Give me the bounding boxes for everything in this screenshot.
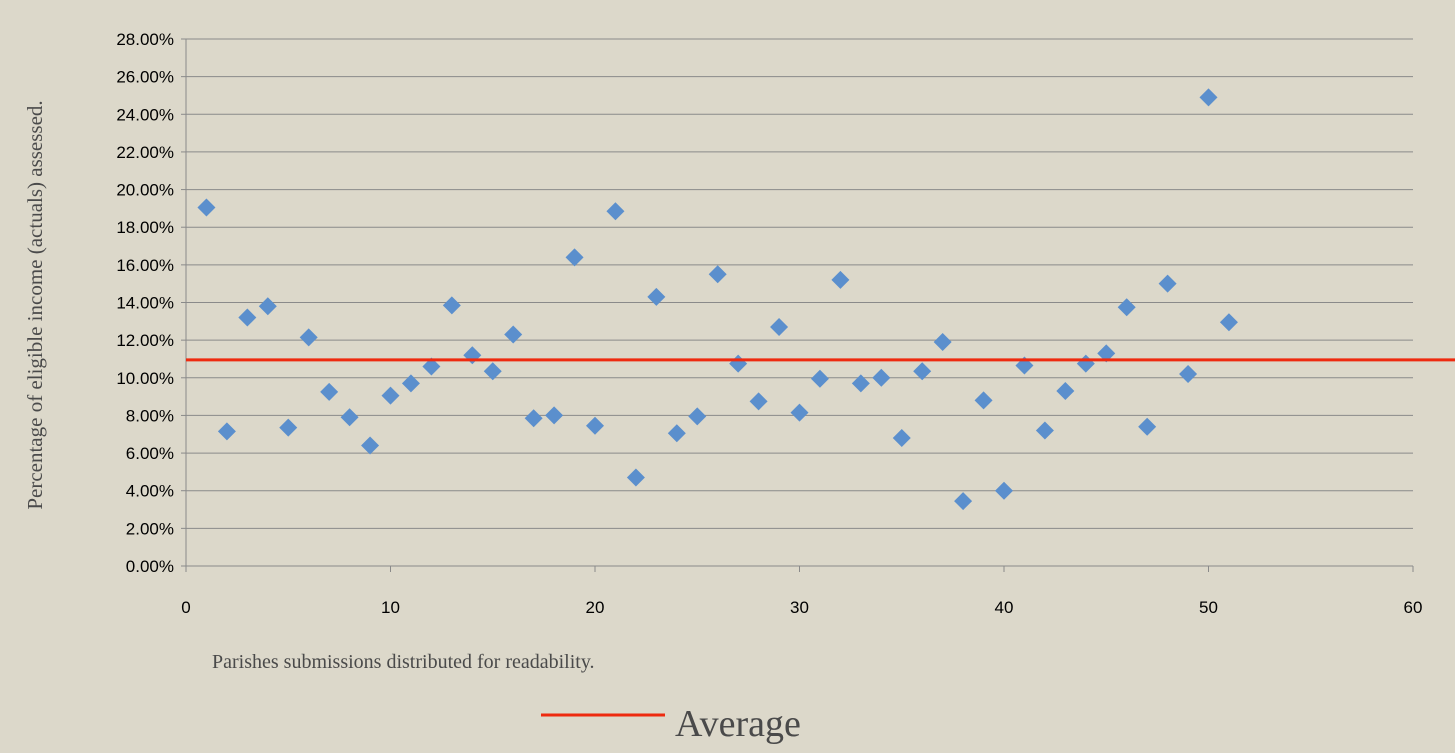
- data-point: [586, 416, 604, 435]
- data-point: [749, 392, 768, 411]
- data-point: [810, 369, 829, 388]
- data-point: [892, 429, 911, 448]
- data-point: [770, 317, 789, 336]
- data-point: [1076, 354, 1095, 373]
- x-axis-label: Parishes submissions distributed for rea…: [212, 651, 595, 673]
- x-tick-label: 50: [1199, 598, 1218, 617]
- data-point: [361, 436, 380, 455]
- data-point: [463, 346, 482, 365]
- y-tick-label: 24.00%: [116, 105, 174, 124]
- y-tick-label: 4.00%: [126, 482, 174, 501]
- x-tick-label: 10: [381, 598, 400, 617]
- x-tick-label: 60: [1404, 598, 1423, 617]
- x-tick-label: 30: [790, 598, 809, 617]
- x-tick-labels: 0 10 20 30 40 50 60: [181, 598, 1422, 617]
- y-tick-label: 0.00%: [126, 557, 174, 576]
- y-tick-label: 20.00%: [116, 181, 174, 200]
- data-point: [1056, 381, 1075, 400]
- data-point: [1117, 298, 1136, 317]
- data-point: [647, 287, 666, 306]
- data-point: [1097, 344, 1116, 363]
- data-point: [197, 198, 216, 217]
- data-point: [279, 418, 298, 437]
- data-point: [995, 481, 1013, 500]
- legend-average-label: Average: [675, 703, 801, 745]
- data-point: [974, 391, 993, 410]
- data-point: [320, 382, 339, 401]
- data-point: [667, 424, 686, 443]
- data-point: [258, 297, 277, 316]
- y-tick-label: 18.00%: [116, 218, 174, 237]
- data-point: [1138, 417, 1157, 436]
- axes: [181, 38, 1414, 572]
- y-tick-labels: 0.00% 2.00% 4.00% 6.00% 8.00% 10.00% 12.00% 14.…: [116, 30, 174, 576]
- data-point: [1035, 421, 1054, 440]
- y-tick-label: 10.00%: [116, 369, 174, 388]
- y-tick-label: 26.00%: [116, 68, 174, 87]
- data-point: [729, 354, 748, 373]
- data-point: [340, 408, 359, 427]
- x-tick-label: 0: [181, 598, 190, 617]
- data-point: [933, 333, 952, 352]
- data-point: [381, 386, 400, 405]
- data-point: [565, 248, 584, 267]
- y-tick-label: 14.00%: [116, 294, 174, 313]
- data-point: [504, 325, 523, 344]
- data-point: [626, 468, 645, 487]
- data-point: [790, 403, 809, 422]
- data-point: [913, 362, 932, 381]
- x-tick-label: 40: [995, 598, 1014, 617]
- y-tick-label: 16.00%: [116, 256, 174, 275]
- y-tick-label: 2.00%: [126, 519, 174, 538]
- y-tick-label: 28.00%: [116, 30, 174, 49]
- data-point: [1158, 274, 1177, 293]
- data-point: [606, 202, 625, 221]
- y-tick-label: 12.00%: [116, 331, 174, 350]
- y-tick-label: 6.00%: [126, 444, 174, 463]
- data-point: [545, 406, 564, 425]
- data-point: [422, 357, 441, 376]
- data-point: [442, 296, 461, 315]
- data-point: [483, 362, 502, 381]
- data-point: [524, 409, 543, 428]
- y-axis-label: Percentage of eligible income (actuals) …: [23, 100, 47, 509]
- data-point: [299, 328, 318, 347]
- data-point: [238, 308, 257, 327]
- data-point: [1219, 313, 1238, 332]
- data-point: [401, 374, 420, 393]
- data-point: [1199, 88, 1218, 107]
- data-point: [1179, 365, 1198, 384]
- x-tick-label: 20: [586, 598, 605, 617]
- data-point: [954, 492, 973, 511]
- data-point: [851, 374, 870, 393]
- data-point: [872, 368, 891, 387]
- legend: Average: [541, 703, 801, 745]
- data-point: [831, 270, 850, 289]
- data-point: [708, 265, 727, 284]
- data-points: [197, 88, 1238, 511]
- y-tick-label: 22.00%: [116, 143, 174, 162]
- y-tick-label: 8.00%: [126, 406, 174, 425]
- grid-lines: [186, 38, 1413, 529]
- data-point: [688, 407, 707, 426]
- data-point: [217, 422, 236, 441]
